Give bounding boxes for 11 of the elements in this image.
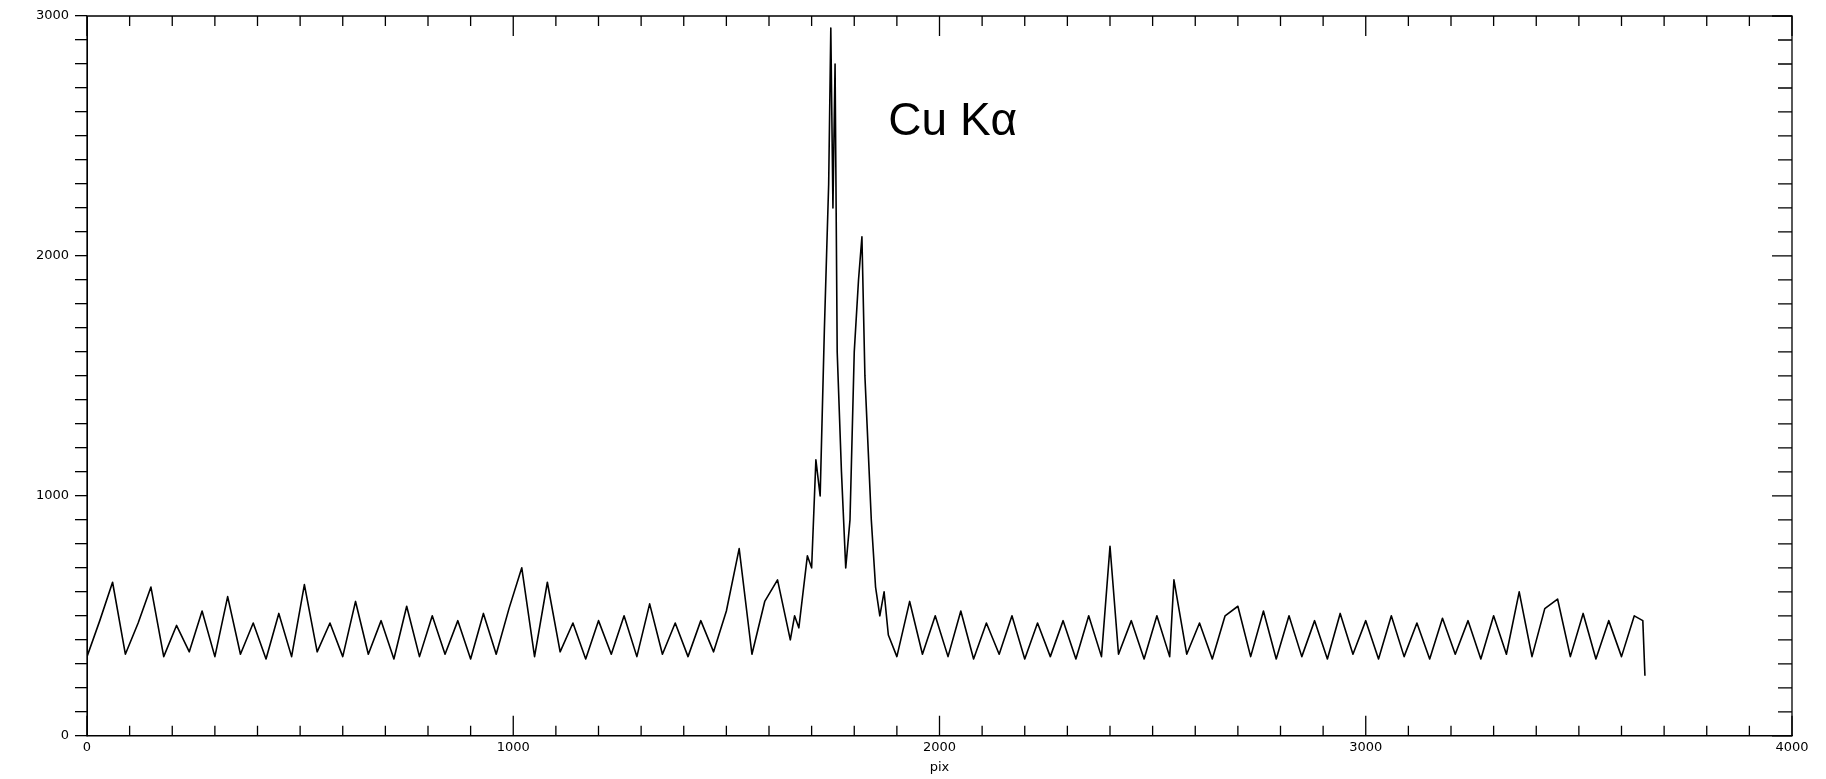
y-tick-label: 1000: [35, 487, 69, 503]
x-tick-label: 1000: [496, 738, 530, 754]
x-axis-title: pix: [929, 758, 950, 774]
x-tick-label: 4000: [1775, 738, 1809, 754]
x-tick-label: 0: [82, 738, 92, 754]
annotation: Cu Kα: [888, 93, 1018, 146]
y-tick-label: 0: [60, 727, 69, 743]
y-tick-label: 2000: [35, 247, 69, 263]
y-tick-label: 3000: [35, 7, 69, 23]
x-tick-label: 2000: [922, 738, 957, 754]
x-tick-label: 3000: [1349, 738, 1383, 754]
